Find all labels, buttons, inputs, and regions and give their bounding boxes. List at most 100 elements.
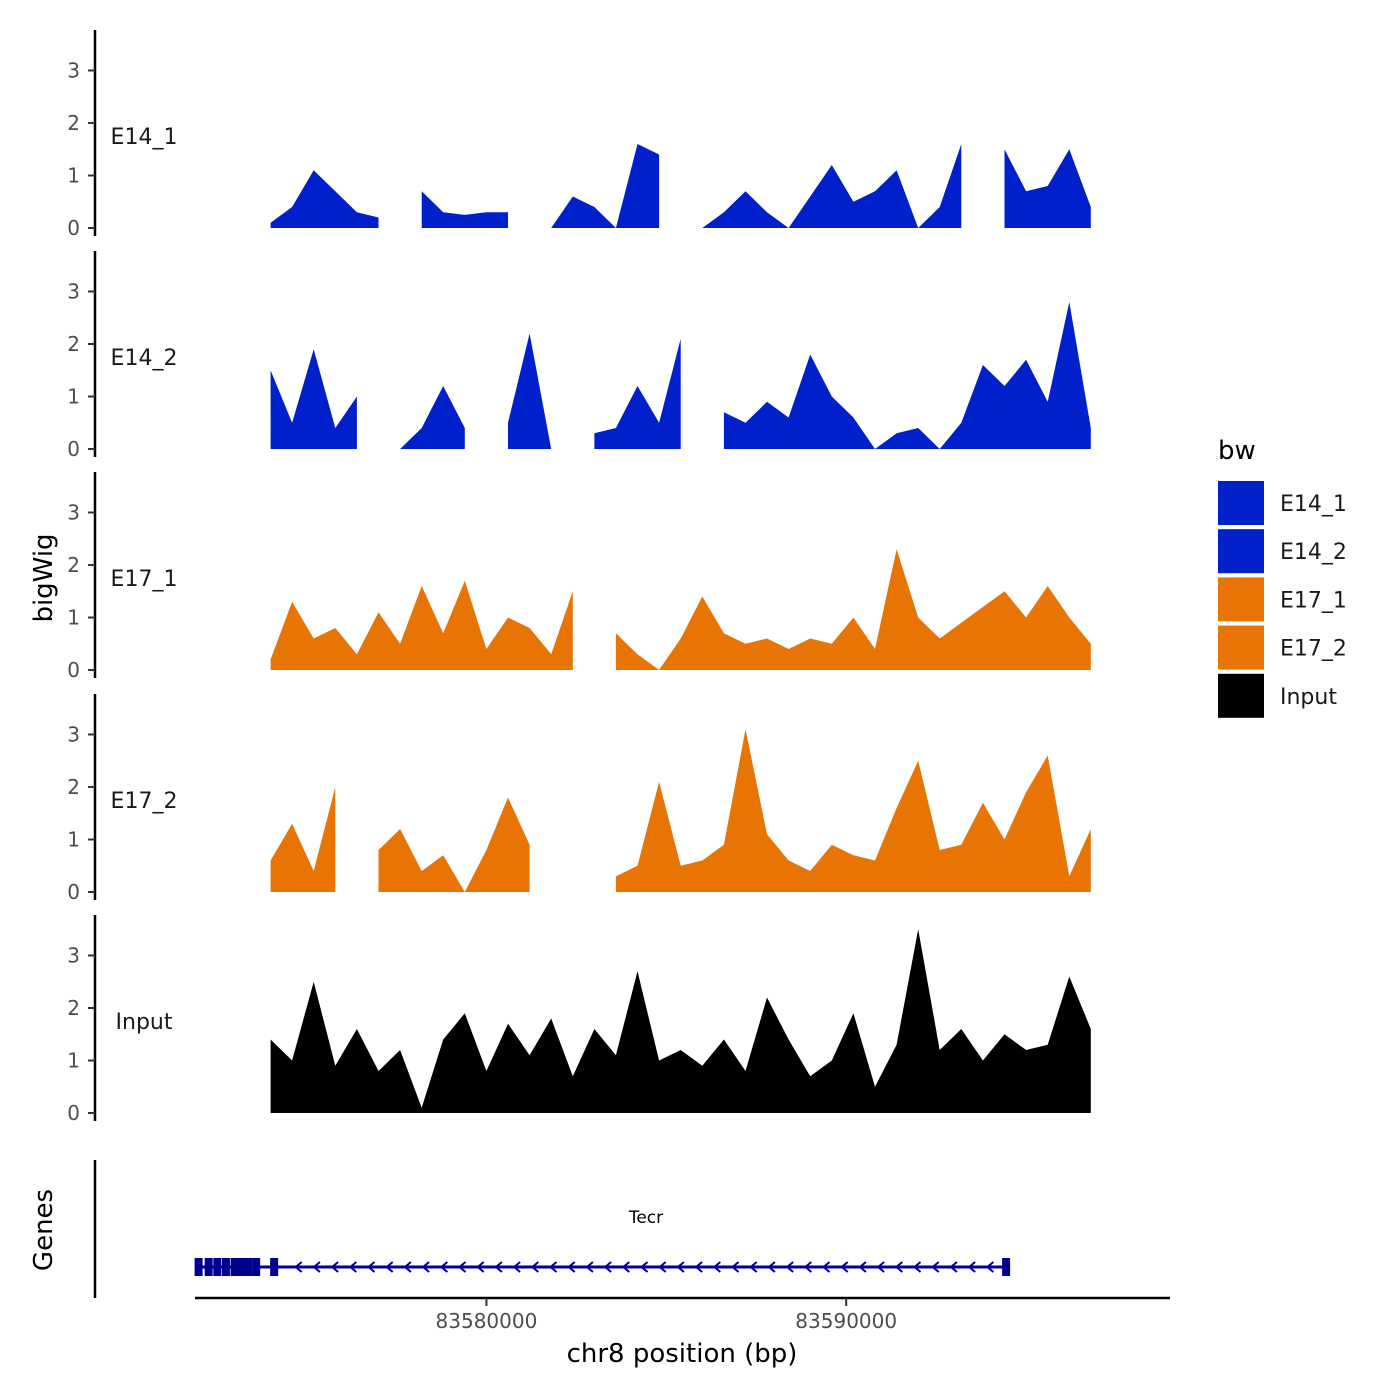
strand-arrow [985,1261,994,1273]
strand-arrow [730,1261,740,1273]
track-label: E14_2 [111,346,178,371]
coverage-area-E14_2 [594,338,681,449]
coverage-area-E14_1 [1004,149,1091,228]
legend-item: E14_1 [1218,481,1347,525]
y-tick-label: 1 [67,385,80,409]
strand-arrow [967,1261,976,1273]
track-E17_1: 0 1 2 3 E17_1 [67,472,1091,682]
gene-exon [237,1258,246,1276]
coverage-area-E14_2 [723,302,1091,449]
gene-exon [244,1258,253,1276]
legend-label: Input [1280,685,1337,710]
y-tick-label: 0 [67,437,80,461]
strand-arrow [457,1261,467,1273]
gene-exon [1002,1258,1011,1276]
strand-arrow [385,1261,394,1273]
y-tick-label: 1 [67,606,80,630]
track-E14_1: 0 1 2 3 E14_1 [67,30,1091,240]
legend-swatch [1218,481,1264,525]
y-tick-label: 3 [67,59,80,83]
strand-arrow [876,1261,885,1273]
genes-track: Genes Tecr [29,1160,1011,1298]
strand-arrow [767,1261,776,1273]
strand-arrow [658,1261,667,1273]
legend-label: E14_1 [1280,492,1347,517]
coverage-area-E14_2 [508,333,552,449]
gene-exon [194,1258,203,1276]
track-E17_2: 0 1 2 3 E17_2 [67,694,1091,904]
strand-arrow [439,1261,448,1273]
legend-swatch [1218,577,1264,622]
bigwig-tracks: 0 1 2 3 E14_1 0 1 2 3 E14_2 0 1 2 3 E17_1 0 1 2 3 E17_2 0 1 2 3… [67,30,1091,1125]
coverage-area-E17_1 [615,549,1091,670]
coverage-area-E17_2 [378,797,530,892]
strand-arrow [403,1261,412,1273]
strand-arrow [894,1261,903,1273]
track-Input: 0 1 2 3 Input [67,915,1091,1125]
legend-item: E17_2 [1218,625,1347,670]
coverage-area-E14_2 [400,386,465,449]
gene-exon [213,1258,222,1276]
y-axis-title: bigWig [29,533,59,622]
legend-swatch [1218,625,1264,670]
legend-swatch [1218,673,1264,718]
y-tick-label: 0 [67,880,80,904]
strand-arrow [785,1261,794,1273]
coverage-area-Input [270,929,1091,1113]
strand-arrow [294,1261,303,1273]
strand-arrow [621,1261,630,1273]
strand-arrow [603,1261,612,1273]
legend-item: Input [1218,673,1337,718]
strand-arrow [803,1261,812,1273]
track-label: Input [116,1010,173,1035]
strand-arrow [421,1261,430,1273]
strand-arrow [312,1261,321,1273]
gene-model [194,1258,1011,1276]
coverage-area-E14_1 [421,191,508,228]
legend: bw E14_1 E14_2 E17_1 E17_2 Input [1218,436,1347,718]
strand-arrow [840,1261,849,1273]
legend-title: bw [1218,436,1256,466]
legend-label: E17_2 [1280,637,1347,662]
legend-item: E14_2 [1218,529,1347,574]
strand-arrow [639,1261,649,1273]
gene-exon [252,1258,261,1276]
legend-swatch [1218,529,1264,574]
coverage-area-E17_2 [270,787,336,892]
gene-exon [230,1258,239,1276]
y-tick-label: 2 [67,111,80,135]
y-tick-label: 2 [67,996,80,1020]
legend-item: E17_1 [1218,577,1347,622]
y-tick-label: 3 [67,723,80,747]
strand-arrow [912,1261,922,1273]
strand-arrow [585,1261,594,1273]
y-tick-label: 1 [67,828,80,852]
strand-arrow [694,1261,703,1273]
strand-arrow [712,1261,721,1273]
coverage-area-E14_1 [551,144,660,228]
strand-arrow [931,1261,940,1273]
coverage-area-E14_1 [702,144,962,228]
y-tick-label: 0 [67,1101,80,1125]
y-tick-label: 0 [67,216,80,240]
coverage-area-E17_2 [615,729,1091,892]
x-tick-label: 83580000 [436,1309,538,1333]
track-label: E17_1 [111,567,178,592]
x-axis-title: chr8 position (bp) [567,1339,798,1369]
gene-label: Tecr [628,1208,663,1228]
track-label: E14_1 [111,125,178,150]
strand-arrow [821,1261,831,1273]
strand-arrow [330,1261,339,1273]
coverage-area-E14_2 [270,349,357,449]
x-tick-label: 83590000 [795,1309,897,1333]
strand-arrow [348,1261,357,1273]
y-tick-label: 3 [67,280,80,304]
track-E14_2: 0 1 2 3 E14_2 [67,251,1091,461]
y-tick-label: 1 [67,1049,80,1073]
y-tick-label: 2 [67,553,80,577]
strand-arrow [676,1261,685,1273]
strand-arrow [567,1261,576,1273]
y-tick-label: 1 [67,164,80,188]
strand-arrow [366,1261,376,1273]
